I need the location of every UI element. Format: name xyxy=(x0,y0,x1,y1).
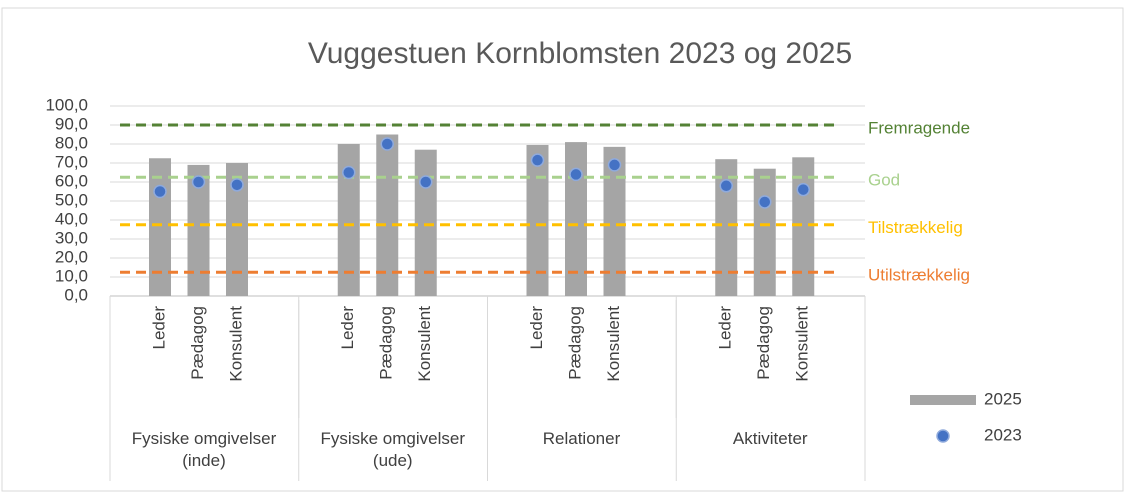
dot xyxy=(342,165,356,180)
group-label: Aktiviteter xyxy=(732,429,808,448)
y-tick-label: 40,0 xyxy=(55,209,88,228)
dot xyxy=(530,153,545,167)
bar xyxy=(376,134,399,296)
y-tick-label: 60,0 xyxy=(55,171,88,190)
x-tick-label: Leder xyxy=(149,306,168,350)
dot xyxy=(758,195,772,209)
x-tick-label: Konsulent xyxy=(604,306,623,382)
y-tick-label: 20,0 xyxy=(55,247,88,266)
x-tick-label: Pædagog xyxy=(754,306,773,380)
bar xyxy=(414,149,437,296)
dot xyxy=(796,182,810,197)
bar xyxy=(526,144,549,296)
y-tick-label: 70,0 xyxy=(55,152,88,171)
bar xyxy=(603,146,626,296)
reference-label: Tilstrækkelig xyxy=(868,218,963,237)
bar xyxy=(337,144,360,296)
bar xyxy=(753,168,776,296)
y-tick-label: 90,0 xyxy=(55,114,88,133)
legend-label: 2023 xyxy=(984,425,1022,444)
y-tick-label: 100,0 xyxy=(45,95,88,114)
dot xyxy=(719,179,733,193)
reference-label: Fremragende xyxy=(868,118,970,137)
dot xyxy=(569,167,583,182)
bar xyxy=(149,158,171,296)
x-tick-label: Konsulent xyxy=(793,306,812,382)
x-tick-label: Konsulent xyxy=(226,306,245,382)
group-label: Fysiske omgivelser (ude) xyxy=(320,429,466,470)
y-tick-label: 0,0 xyxy=(64,285,88,304)
legend-swatch xyxy=(910,395,976,405)
bar xyxy=(715,159,738,296)
group-label: Relationer xyxy=(542,429,621,448)
dot xyxy=(419,175,433,189)
bar xyxy=(187,164,210,296)
x-tick-label: Leder xyxy=(527,306,546,350)
y-tick-label: 10,0 xyxy=(55,266,88,285)
x-tick-label: Pædagog xyxy=(188,306,207,380)
y-tick-label: 80,0 xyxy=(55,133,88,152)
dot xyxy=(191,175,206,189)
x-tick-label: Pædagog xyxy=(377,306,396,380)
y-tick-label: 50,0 xyxy=(55,190,88,209)
dot xyxy=(607,158,622,172)
x-tick-label: Leder xyxy=(338,306,357,350)
bar xyxy=(565,142,587,296)
group-label: Fysiske omgivelser (inde) xyxy=(131,429,277,470)
dot xyxy=(230,178,244,192)
reference-label: God xyxy=(868,171,900,190)
dot xyxy=(153,184,167,199)
legend-label: 2025 xyxy=(984,389,1022,408)
reference-label: Utilstrækkelig xyxy=(868,266,970,285)
y-tick-label: 30,0 xyxy=(55,228,88,247)
x-tick-label: Leder xyxy=(716,306,735,350)
bar xyxy=(226,163,248,296)
legend-swatch xyxy=(936,429,950,443)
x-tick-label: Konsulent xyxy=(415,306,434,382)
dot xyxy=(380,137,394,151)
chart-title: Vuggestuen Kornblomsten 2023 og 2025 xyxy=(308,37,852,70)
x-tick-label: Pædagog xyxy=(565,306,584,380)
